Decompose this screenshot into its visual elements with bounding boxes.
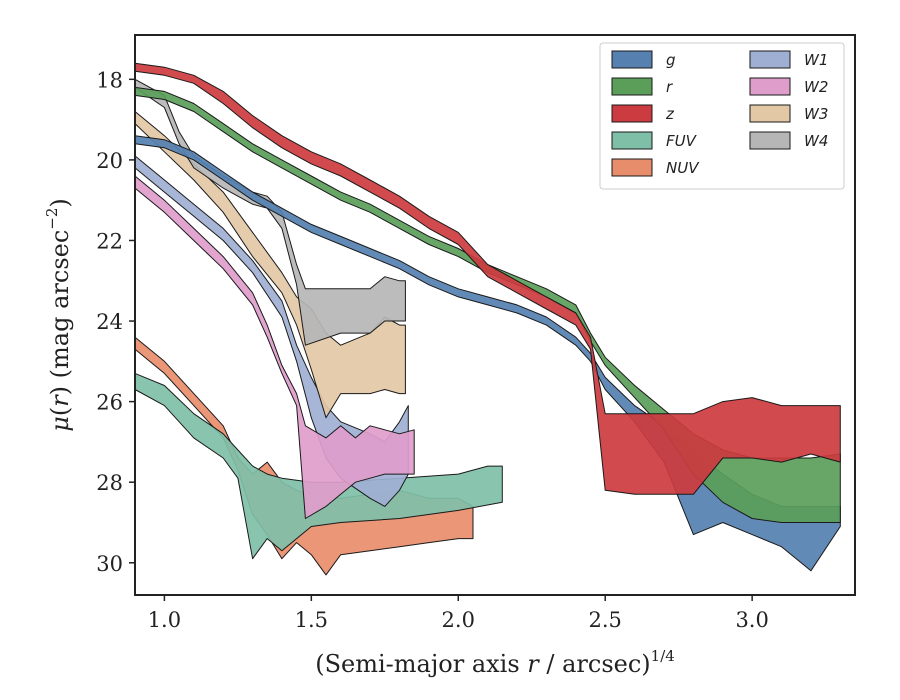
y-axis-label: μ(r) (mag arcsec−2)	[43, 198, 74, 432]
legend-swatch-w1	[749, 50, 791, 69]
y-tick-label: 28	[96, 471, 123, 495]
legend-label-w4: W4	[804, 132, 828, 150]
x-tick-label: 1.5	[295, 608, 328, 632]
series-bands	[134, 62, 841, 576]
legend-label-w3: W3	[804, 105, 828, 123]
x-tick-label: 2.5	[589, 608, 622, 632]
legend-swatch-w2	[749, 77, 791, 96]
x-tick-label: 2.0	[442, 608, 475, 632]
y-tick-label: 18	[96, 68, 123, 92]
legend-label-g: g	[666, 51, 676, 69]
y-tick-label: 20	[96, 149, 123, 173]
y-tick-label: 24	[96, 310, 123, 334]
legend-swatch-nuv	[611, 158, 653, 177]
x-axis-label: (Semi-major axis r / arcsec)1/4	[315, 647, 675, 678]
y-tick-label: 22	[96, 229, 123, 253]
legend-swatch-g	[611, 50, 653, 69]
band-fuv	[134, 372, 503, 560]
legend-swatch-r	[611, 77, 653, 96]
band-z	[134, 62, 841, 495]
band-w2	[134, 175, 415, 519]
x-tick-label: 3.0	[735, 608, 768, 632]
legend-swatch-fuv	[611, 131, 653, 150]
band-w3	[134, 111, 406, 419]
legend-swatch-z	[611, 104, 653, 123]
plot-frame	[134, 34, 856, 596]
legend-label-z: z	[665, 105, 675, 123]
legend-label-w2: W2	[804, 78, 828, 96]
x-axis: 1.0 1.5 2.0 2.5 3.0	[148, 595, 769, 632]
legend: grz FUV NUV W1 W2 W3 W4	[599, 42, 845, 190]
legend-label-w1: W1	[804, 51, 828, 69]
x-tick-label: 1.0	[148, 608, 181, 632]
legend-swatch-w3	[749, 104, 791, 123]
legend-swatch-w4	[749, 131, 791, 150]
legend-label-fuv: FUV	[666, 132, 698, 150]
y-tick-label: 26	[96, 391, 123, 415]
y-axis: 18 20 22 24 26 28 30	[96, 68, 135, 576]
legend-label-nuv: NUV	[666, 159, 700, 177]
y-tick-label: 30	[96, 552, 123, 576]
legend-label-r: r	[666, 78, 673, 96]
